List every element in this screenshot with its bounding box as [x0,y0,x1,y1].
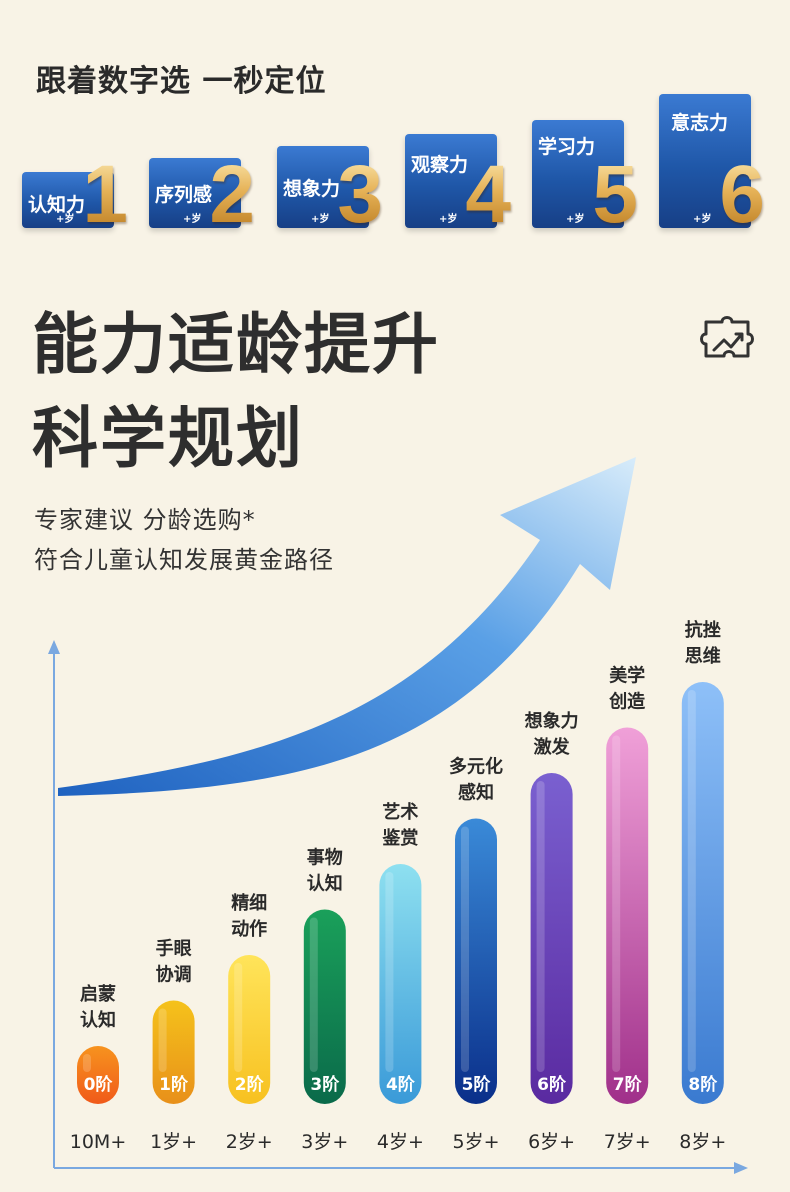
ability-card-label: 学习力 [538,136,596,158]
ability-card-age: +岁 [566,214,585,225]
subtitle-line1: 专家建议 分龄选购* [34,506,256,534]
stage-label: 5阶 [462,1074,492,1095]
ability-card-6: 意志力 +岁 6 [659,94,765,236]
stage-label: 3阶 [310,1074,340,1095]
ability-card-1: 认知力 +岁 1 [22,154,128,236]
x-tick-label: 7岁+ [604,1131,651,1153]
y-axis-arrowhead [48,640,60,654]
ability-card-age: +岁 [311,214,330,225]
stage-label: 4阶 [386,1074,416,1095]
bar-caption: 创造 [608,691,645,713]
ability-card-age: +岁 [439,214,458,225]
growth-arrow [58,457,636,796]
bar-0 [77,1046,119,1104]
ability-card-label: 想象力 [283,178,341,200]
bar-caption: 精细 [231,892,267,914]
x-tick-label: 4岁+ [377,1131,424,1153]
ability-card-label: 意志力 [671,112,729,134]
bar-highlight [309,917,318,1072]
bar-highlight [83,1054,91,1072]
x-tick-label: 5岁+ [452,1131,499,1153]
bar-3 [303,909,346,1104]
x-tick-label: 2岁+ [226,1131,273,1153]
bar-caption: 手眼 [156,938,192,960]
x-axis-arrowhead [734,1162,748,1174]
ability-card-number: 6 [719,149,765,240]
bar-caption: 启蒙 [80,983,116,1005]
stage-label: 6阶 [537,1074,567,1095]
bar-caption: 激发 [534,736,571,758]
ability-card-3: 想象力 +岁 3 [277,146,383,236]
ability-card-age: +岁 [56,214,75,225]
top-title: 跟着数字选 一秒定位 [36,64,327,99]
stage-label: 8阶 [688,1074,718,1095]
bar-caption: 认知 [307,873,343,895]
stage-label: 2阶 [235,1074,265,1095]
ability-card-number: 2 [209,149,255,240]
bar-caption: 艺术 [382,801,418,823]
ability-card-label: 认知力 [28,194,86,216]
x-tick-label: 8岁+ [679,1131,726,1153]
bar-8 [681,682,724,1104]
bar-caption: 感知 [458,782,494,804]
bar-1 [152,1000,195,1104]
bar-caption: 认知 [80,1009,116,1031]
ability-card-2: 序列感 +岁 2 [149,154,255,236]
x-tick-label: 3岁+ [301,1131,348,1153]
ability-card-number: 3 [337,149,383,240]
bar-highlight [385,872,394,1072]
ability-card-number: 5 [592,149,638,240]
bar-caption: 思维 [685,645,721,667]
stage-label: 7阶 [613,1074,643,1095]
bar-6 [530,773,573,1104]
headline-line2: 科学规划 [32,400,304,477]
bar-highlight [612,735,621,1072]
bar-2 [228,955,271,1104]
subtitle-line2: 符合儿童认知发展黄金路径 [34,546,334,574]
bar-highlight [687,690,696,1072]
bar-4 [379,864,422,1104]
bar-caption: 鉴赏 [381,827,418,849]
bar-caption: 协调 [156,964,192,986]
bar-5 [455,818,497,1104]
x-tick-label: 6岁+ [528,1131,575,1153]
bar-caption: 美学 [609,665,645,687]
stage-label: 1阶 [159,1074,189,1095]
ability-card-4: 观察力 +岁 4 [405,134,511,236]
ability-card-5: 学习力 +岁 5 [532,120,638,236]
bar-7 [606,727,649,1104]
puzzle-growth-icon [700,316,754,358]
bar-highlight [536,781,545,1072]
ability-card-number: 4 [465,149,511,240]
ability-card-label: 观察力 [411,154,469,176]
ability-card-age: +岁 [183,214,202,225]
bar-caption: 抗挫 [685,619,721,641]
bar-caption: 动作 [231,918,267,940]
bar-highlight [234,963,243,1072]
stage-label: 0阶 [84,1074,114,1095]
bar-highlight [158,1008,167,1072]
x-tick-label: 1岁+ [150,1131,197,1153]
headline-line1: 能力适龄提升 [32,306,440,383]
bar-caption: 想象力 [525,710,579,732]
ability-card-label: 序列感 [155,184,213,206]
bar-caption: 多元化 [449,756,503,778]
bar-highlight [461,826,469,1072]
x-tick-label: 10M+ [70,1131,127,1153]
ability-card-number: 1 [82,149,128,240]
bar-caption: 事物 [307,847,343,869]
ability-card-age: +岁 [693,214,712,225]
